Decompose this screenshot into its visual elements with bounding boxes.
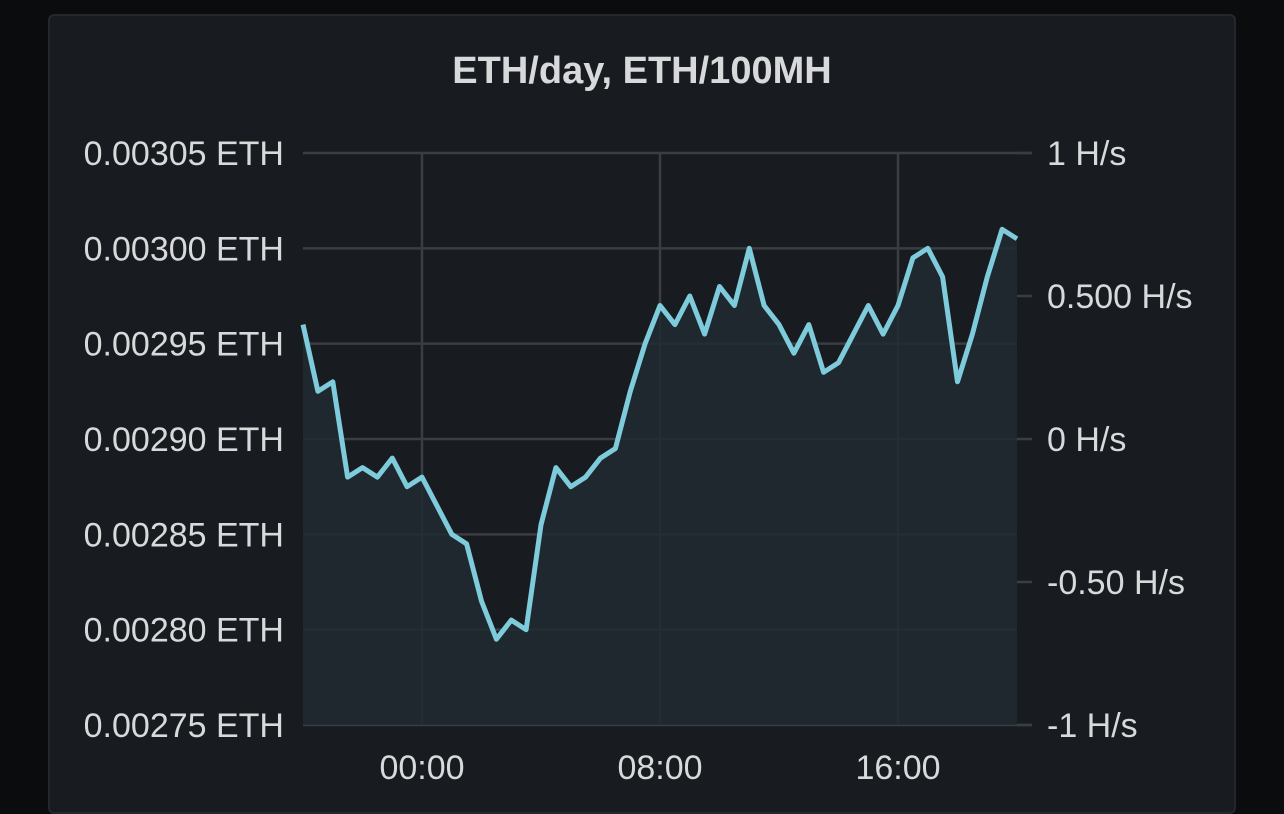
left-axis-tick-label: 0.00285 ETH bbox=[84, 516, 284, 554]
left-axis-tick-label: 0.00300 ETH bbox=[84, 230, 284, 268]
right-axis-tick-label: 0.500 H/s bbox=[1047, 278, 1193, 316]
left-axis-tick-label: 0.00295 ETH bbox=[84, 326, 284, 364]
left-axis-tick-label: 0.00280 ETH bbox=[84, 612, 284, 650]
right-axis-tick-label: -1 H/s bbox=[1047, 707, 1138, 745]
x-axis-tick-label: 16:00 bbox=[855, 749, 940, 787]
left-axis-tick-label: 0.00275 ETH bbox=[84, 707, 284, 745]
right-axis-tick-label: -0.50 H/s bbox=[1047, 564, 1185, 602]
x-axis-tick-label: 00:00 bbox=[379, 749, 464, 787]
right-axis-tick-label: 0 H/s bbox=[1047, 421, 1126, 459]
x-axis-tick-label: 08:00 bbox=[617, 749, 702, 787]
left-axis-tick-label: 0.00290 ETH bbox=[84, 421, 284, 459]
right-axis-tick-label: 1 H/s bbox=[1047, 135, 1126, 173]
left-axis-tick-label: 0.00305 ETH bbox=[84, 135, 284, 173]
